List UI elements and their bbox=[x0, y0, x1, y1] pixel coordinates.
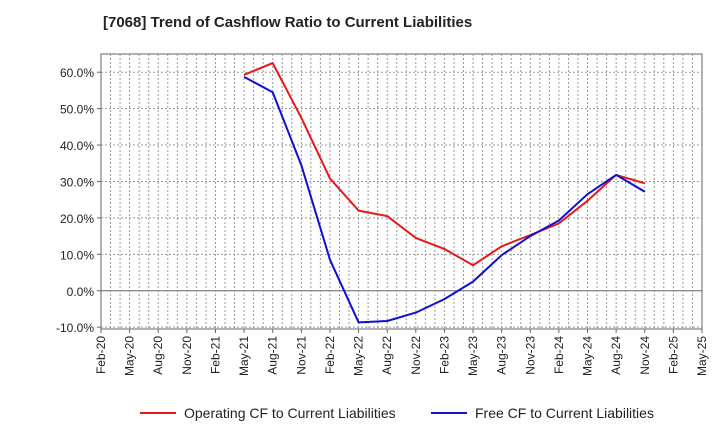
y-tick-label: 0.0% bbox=[67, 285, 95, 299]
x-tick-label: May-20 bbox=[123, 336, 137, 376]
y-tick-label: 30.0% bbox=[60, 175, 94, 189]
x-tick-label: Aug-22 bbox=[380, 336, 394, 375]
plot-area bbox=[100, 53, 703, 330]
x-tick-label: May-21 bbox=[237, 336, 251, 376]
series-line-1 bbox=[243, 76, 646, 324]
y-tick-label: 10.0% bbox=[60, 248, 94, 262]
y-tick-label: 20.0% bbox=[60, 212, 94, 226]
legend-item-operating-cf: Operating CF to Current Liabilities bbox=[140, 405, 396, 421]
legend-item-free-cf: Free CF to Current Liabilities bbox=[431, 405, 654, 421]
x-tick-label: Nov-20 bbox=[180, 336, 194, 375]
y-tick-label: -10.0% bbox=[56, 321, 94, 335]
legend-swatch-operating-cf bbox=[140, 412, 176, 415]
y-axis: 60.0% 50.0% 40.0% 30.0% 20.0% 10.0% 0.0% -10.0% bbox=[56, 66, 101, 335]
series-line-0 bbox=[243, 62, 646, 267]
y-tick-label: 50.0% bbox=[60, 103, 94, 117]
x-tick-label: Aug-21 bbox=[266, 336, 280, 375]
x-tick-label: Feb-23 bbox=[437, 336, 451, 374]
series-lines bbox=[243, 62, 646, 324]
x-tick-label: Nov-24 bbox=[638, 336, 652, 375]
x-tick-label: Nov-23 bbox=[523, 336, 537, 375]
x-tick-label: May-24 bbox=[581, 336, 595, 376]
x-tick-label: Feb-20 bbox=[94, 336, 108, 374]
x-axis: Feb-20 May-20 Aug-20 Nov-20 Feb-21 May-21 Aug-… bbox=[94, 329, 709, 376]
x-tick-label: May-22 bbox=[352, 336, 366, 376]
y-tick-label: 60.0% bbox=[60, 66, 94, 80]
x-tick-label: Aug-24 bbox=[609, 336, 623, 375]
x-tick-label: Feb-24 bbox=[552, 336, 566, 374]
x-tick-label: Feb-25 bbox=[666, 336, 680, 374]
x-tick-label: May-25 bbox=[695, 336, 709, 376]
y-tick-label: 40.0% bbox=[60, 139, 94, 153]
x-tick-label: Nov-22 bbox=[409, 336, 423, 375]
x-tick-label: May-23 bbox=[466, 336, 480, 376]
legend: Operating CF to Current Liabilities Free… bbox=[0, 405, 720, 425]
grid-lines bbox=[101, 54, 702, 329]
legend-label-operating-cf: Operating CF to Current Liabilities bbox=[184, 405, 396, 421]
x-tick-label: Aug-20 bbox=[151, 336, 165, 375]
chart-title: [7068] Trend of Cashflow Ratio to Curren… bbox=[103, 14, 473, 31]
x-tick-label: Feb-21 bbox=[208, 336, 222, 374]
x-tick-label: Aug-23 bbox=[495, 336, 509, 375]
legend-swatch-free-cf bbox=[431, 412, 467, 415]
x-tick-label: Feb-22 bbox=[323, 336, 337, 374]
legend-label-free-cf: Free CF to Current Liabilities bbox=[475, 405, 654, 421]
x-tick-label: Nov-21 bbox=[294, 336, 308, 375]
